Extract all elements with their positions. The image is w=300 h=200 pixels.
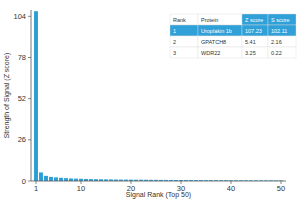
table-header: S score (271, 17, 290, 23)
table-header-cell (170, 14, 198, 25)
table-cell-bg (242, 47, 268, 58)
y-tick-label: 78 (18, 53, 26, 62)
x-tick-label: 10 (77, 184, 85, 193)
table-header: Z score (245, 17, 263, 23)
table-cell-bg (198, 25, 242, 36)
y-tick (28, 57, 31, 58)
table-cell-bg (198, 47, 242, 58)
table-cell-bg (242, 25, 268, 36)
x-tick-label: 40 (227, 184, 235, 193)
table-cell-bg (268, 25, 296, 36)
y-tick-label: 0 (22, 177, 26, 186)
y-axis-title: Strength of Signal (Z score) (3, 53, 11, 139)
x-tick-label: 1 (34, 184, 38, 193)
table-cell: 107.23 (245, 28, 262, 34)
y-tick (28, 139, 31, 140)
y-tick (28, 98, 31, 99)
table-cell: 5.41 (245, 39, 256, 45)
bar (64, 178, 68, 181)
table: Rank Protein Z score S score 1 Uroplakin 1b 10… (170, 14, 296, 58)
table-cell-bg (170, 47, 198, 58)
y-tick-label: 26 (18, 135, 26, 144)
table-cell-bg (170, 25, 198, 36)
table-cell-bg (170, 36, 198, 47)
table-header: Rank (173, 17, 186, 23)
x-tick-label: 50 (277, 184, 285, 193)
y-tick-label: 52 (18, 94, 26, 103)
table-cell: Uroplakin 1b (201, 28, 232, 34)
table-cell-bg (268, 47, 296, 58)
bar (54, 177, 58, 181)
bar (34, 11, 38, 181)
x-axis (31, 181, 286, 182)
table-header-cell (268, 14, 296, 25)
bar (39, 172, 43, 181)
y-tick-label: 104 (13, 12, 26, 21)
bar (59, 178, 63, 181)
table-header: Protein (201, 17, 218, 23)
table-cell: 0.22 (271, 50, 282, 56)
table-cell: 102.11 (271, 28, 287, 34)
table-cell: GPATCH8 (201, 39, 226, 45)
table-cell-bg (242, 36, 268, 47)
chart: 026527810411020304050Signal Rank (Top 50… (0, 0, 300, 200)
table-header-cell (242, 14, 268, 25)
bar (49, 177, 53, 181)
y-axis (31, 10, 32, 181)
x-axis-title: Signal Rank (Top 50) (126, 191, 191, 199)
bars (34, 11, 283, 181)
y-tick (28, 181, 31, 182)
table-cell: 3 (173, 50, 176, 56)
table-cell-bg (268, 36, 296, 47)
y-tick (28, 16, 31, 17)
table-header-cell (198, 14, 242, 25)
bar (44, 176, 48, 181)
table-cell: 1 (173, 28, 176, 34)
table-cell: 2 (173, 39, 176, 45)
table-cell: 2.16 (271, 39, 282, 45)
table-cell: WDR22 (201, 50, 220, 56)
table-cell-bg (198, 36, 242, 47)
table-cell: 3.25 (245, 50, 256, 56)
